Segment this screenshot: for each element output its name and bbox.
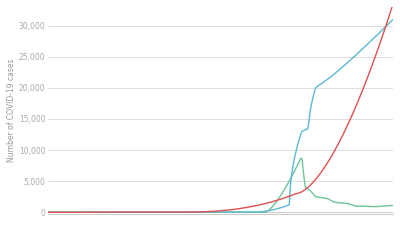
Y-axis label: Number of COVID-19 cases: Number of COVID-19 cases bbox=[7, 59, 16, 162]
